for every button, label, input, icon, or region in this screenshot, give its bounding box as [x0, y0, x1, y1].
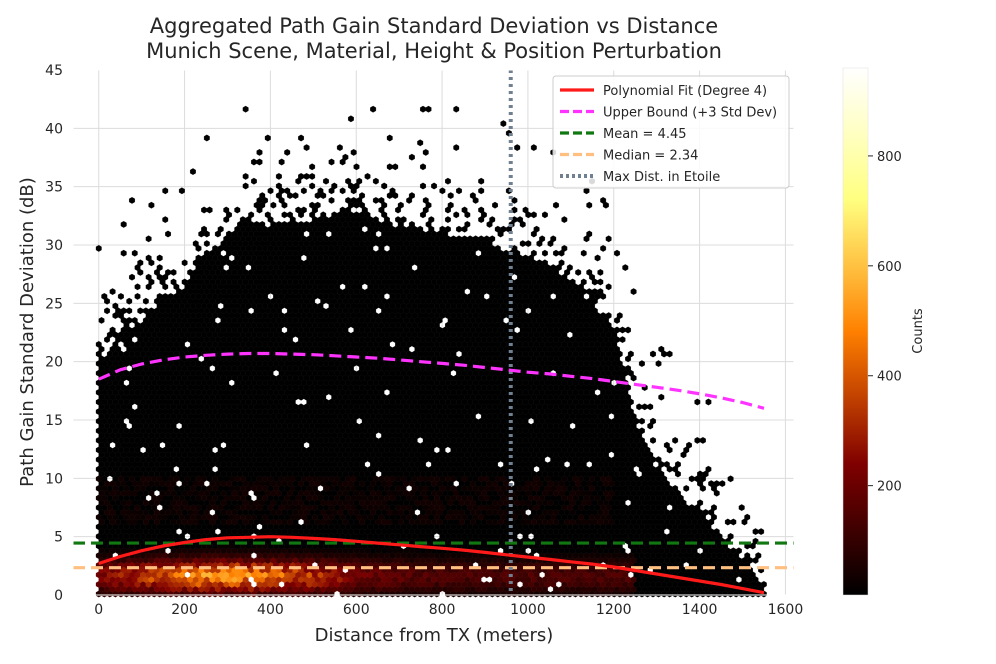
- hexbin-cell: [638, 417, 645, 425]
- hexbin-cell: [697, 499, 704, 507]
- hexbin-cell: [713, 480, 720, 487]
- hexbin-cell: [755, 552, 762, 559]
- hexbin-cell: [752, 537, 759, 545]
- hexbin-cell: [735, 547, 742, 555]
- hexbin-cell: [675, 461, 681, 468]
- chart-title: Aggregated Path Gain Standard Deviation …: [150, 14, 718, 38]
- hexbin-cell: [697, 470, 704, 478]
- hexbin-cell: [641, 403, 648, 411]
- hexbin-cell: [730, 547, 737, 555]
- hexbin-cell: [650, 437, 656, 444]
- hexbin-cell: [672, 485, 679, 492]
- hexbin-cell: [663, 461, 670, 468]
- hexbin-cell: [719, 480, 726, 487]
- hexbin-cell: [636, 403, 643, 411]
- hexbin-cell: [724, 518, 731, 526]
- chart-subtitle: Munich Scene, Material, Height & Positio…: [146, 39, 722, 63]
- hexbin-cell: [655, 456, 662, 463]
- hexbin-cell: [708, 480, 715, 487]
- hexbin-cell: [647, 403, 654, 411]
- hexbin-cell: [705, 398, 712, 406]
- hexbin-cell: [730, 518, 737, 526]
- hexbin-cell: [694, 437, 701, 444]
- hexbin-cell: [688, 504, 695, 511]
- hexbin-cell: [744, 513, 751, 521]
- chart-titles: Aggregated Path Gain Standard Deviation …: [146, 14, 722, 63]
- hexbin-cell: [760, 581, 767, 588]
- hexbin-cell: [705, 465, 712, 473]
- hexbin-cell: [663, 441, 670, 449]
- hexbin-cell: [672, 437, 679, 444]
- hexbin-cell: [702, 509, 709, 516]
- hexbin-cell: [658, 393, 665, 401]
- hexbin-cell: [638, 427, 645, 435]
- hexbin-cell: [683, 485, 690, 492]
- hexbin-cell: [744, 552, 751, 559]
- hexbin-cell: [699, 437, 706, 444]
- hexbin-cell: [650, 417, 656, 425]
- hexbin-cell: [713, 528, 720, 535]
- hexbin-cell: [758, 528, 765, 535]
- hexbin-cell: [727, 533, 734, 540]
- hexbin-cell: [483, 581, 490, 588]
- hexbin-cell: [298, 403, 304, 411]
- hexbin-cell: [727, 475, 734, 483]
- hexbin-cell: [738, 504, 745, 511]
- hexbin-cells: [95, 105, 767, 598]
- hexbin-cell: [752, 528, 759, 535]
- hexbin-cell: [711, 504, 717, 511]
- hexbin-cell: [686, 441, 692, 449]
- hexbin-cell: [694, 398, 701, 406]
- hexbin-cell: [688, 475, 695, 483]
